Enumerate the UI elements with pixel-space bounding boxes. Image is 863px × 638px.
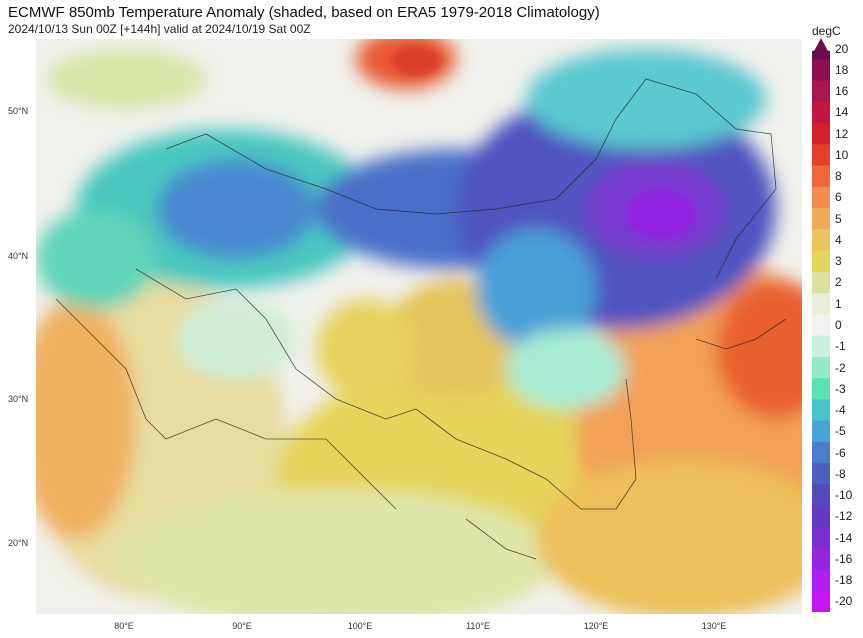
colorbar-tick-label: -8 xyxy=(835,466,846,481)
colorbar-tick-label: 6 xyxy=(835,190,842,205)
chart-subtitle: 2024/10/13 Sun 00Z [+144h] valid at 2024… xyxy=(8,22,311,36)
colorbar-tick-label: 0 xyxy=(835,318,842,332)
colorbar-tick-label: -14 xyxy=(835,530,853,545)
lat-label-50n: 50°N xyxy=(8,106,29,116)
colorbar-swatch xyxy=(812,229,830,252)
colorbar-swatch xyxy=(812,123,830,145)
colorbar-tick-label: 5 xyxy=(835,211,842,226)
colorbar-swatch xyxy=(812,420,830,443)
colorbar-tick-label: -16 xyxy=(835,551,853,566)
colorbar-tick-label: 4 xyxy=(835,232,842,247)
colorbar-tick-label: -10 xyxy=(835,488,853,503)
colorbar-swatch xyxy=(812,271,830,294)
colorbar-tick-label: 2 xyxy=(835,275,842,290)
colorbar-tick-label: -6 xyxy=(835,445,846,460)
colorbar-tick-label: 3 xyxy=(835,254,842,269)
lat-label-30n: 30°N xyxy=(8,394,29,404)
colorbar-swatch xyxy=(812,186,830,209)
colorbar-tick-label: 8 xyxy=(835,169,842,184)
colorbar-swatch xyxy=(812,484,830,507)
colorbar-swatch xyxy=(812,463,830,485)
colorbar-tick-label: -3 xyxy=(835,381,846,396)
colorbar-swatch xyxy=(812,314,830,337)
colorbar-tick-label: 14 xyxy=(835,105,849,120)
colorbar-tick-label: 18 xyxy=(835,62,849,77)
lon-label-110e: 110°E xyxy=(466,621,490,631)
colorbar-swatch xyxy=(812,50,830,60)
colorbar-swatch xyxy=(812,335,830,358)
colorbar-swatch xyxy=(812,80,830,103)
colorbar-tick-label: -5 xyxy=(835,424,846,439)
colorbar xyxy=(812,38,830,612)
colorbar-tick-label: 16 xyxy=(835,84,849,99)
colorbar-arrow xyxy=(812,38,830,56)
colorbar-swatch xyxy=(812,526,830,549)
colorbar-swatch xyxy=(812,293,830,315)
colorbar-tick-label: -20 xyxy=(835,594,853,609)
colorbar-swatch xyxy=(812,399,830,422)
colorbar-swatch xyxy=(812,441,830,464)
colorbar-tick-label: -2 xyxy=(835,360,846,375)
temperature-anomaly-map xyxy=(36,39,802,614)
colorbar-swatch xyxy=(812,59,830,82)
colorbar-tick-label: -18 xyxy=(835,573,853,588)
colorbar-unit: degC xyxy=(812,24,841,38)
colorbar-swatch xyxy=(812,250,830,273)
colorbar-swatch xyxy=(812,505,830,528)
colorbar-swatch xyxy=(812,590,830,612)
lon-label-120e: 120°E xyxy=(583,621,609,631)
colorbar-swatch xyxy=(812,165,830,188)
colorbar-tick-label: 1 xyxy=(835,296,842,311)
colorbar-tick-label: 20 xyxy=(835,41,849,56)
colorbar-swatch xyxy=(812,378,830,400)
colorbar-swatch xyxy=(812,208,830,230)
lon-label-100e: 100°E xyxy=(347,621,373,631)
colorbar-tick-label: 12 xyxy=(835,126,849,141)
colorbar-swatch xyxy=(812,569,830,592)
lat-label-20n: 20°N xyxy=(8,538,29,548)
colorbar-tick-label: -1 xyxy=(835,339,846,354)
colorbar-swatch xyxy=(812,101,830,124)
colorbar-swatch xyxy=(812,356,830,379)
lat-label-40n: 40°N xyxy=(8,251,29,261)
lon-label-130e: 130°E xyxy=(701,621,727,631)
chart-title: ECMWF 850mb Temperature Anomaly (shaded,… xyxy=(8,4,600,21)
colorbar-swatch xyxy=(812,144,830,167)
lon-label-90e: 90°E xyxy=(232,621,252,631)
colorbar-swatch xyxy=(812,548,830,570)
lon-label-80e: 80°E xyxy=(114,621,134,631)
colorbar-tick-label: 10 xyxy=(835,147,849,162)
colorbar-tick-label: -4 xyxy=(835,403,846,418)
colorbar-tick-label: -12 xyxy=(835,509,853,524)
